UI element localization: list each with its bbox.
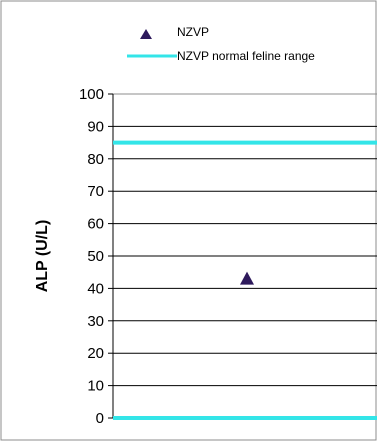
y-tick-label-0: 0 [96, 410, 104, 427]
data-series [113, 140, 377, 420]
y-tick-label-60: 60 [87, 216, 104, 233]
y-tick-label-20: 20 [87, 345, 104, 362]
y-tick-label-90: 90 [87, 118, 104, 135]
y-tick-label-10: 10 [87, 378, 104, 395]
legend: NZVP NZVP normal feline range [127, 25, 315, 63]
y-tick-label-40: 40 [87, 280, 104, 297]
y-axis [108, 93, 114, 419]
legend-label-normal-range: NZVP normal feline range [177, 49, 315, 63]
y-tick-label-100: 100 [79, 86, 104, 103]
y-tick-label-50: 50 [87, 248, 104, 265]
y-tick-label-30: 30 [87, 313, 104, 330]
legend-label-nzvp: NZVP [177, 25, 209, 39]
y-tick-label-80: 80 [87, 151, 104, 168]
data-point-triangle-0 [240, 271, 254, 285]
legend-marker-triangle-icon [140, 29, 152, 39]
y-tick-labels: 0 10 20 30 40 50 60 70 80 90 100 [79, 86, 104, 427]
y-axis-title: ALP (U/L) [34, 220, 51, 293]
y-tick-label-70: 70 [87, 183, 104, 200]
